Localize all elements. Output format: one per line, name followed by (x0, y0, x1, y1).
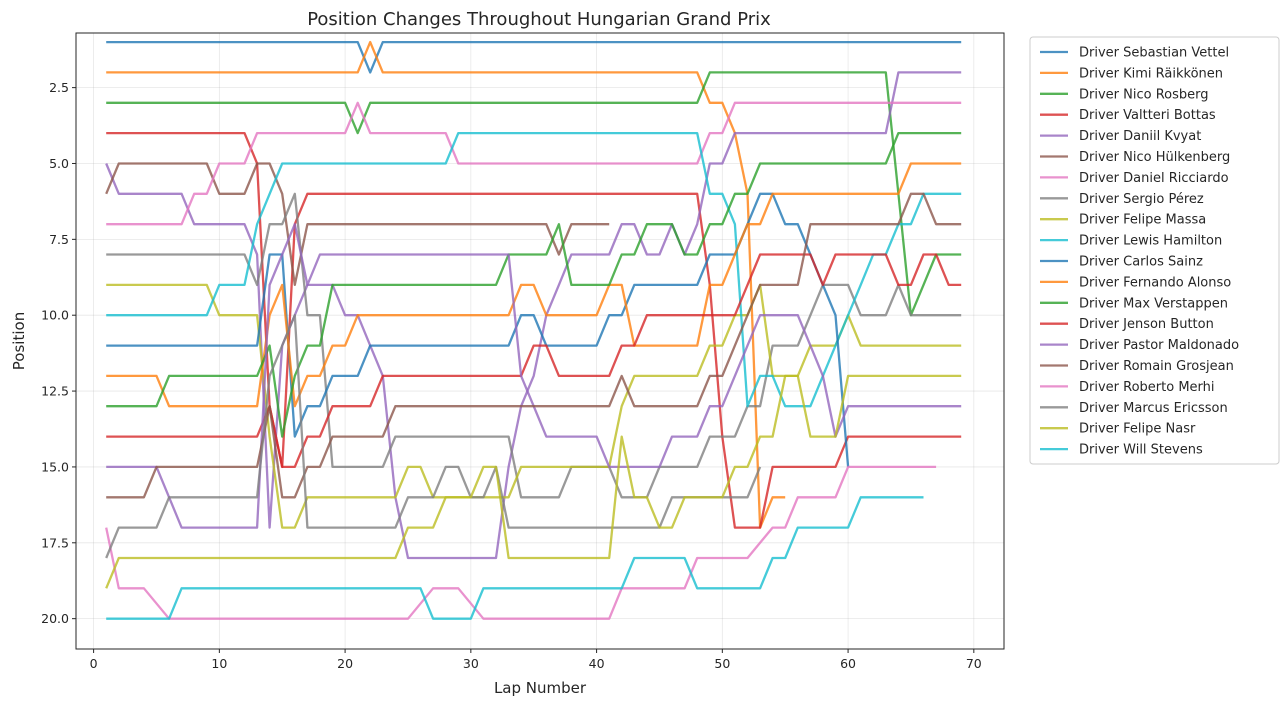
legend-entry: Driver Nico Hülkenberg (1040, 150, 1230, 165)
series-line (106, 162, 962, 408)
x-tick-label: 40 (589, 656, 605, 671)
x-axis-ticks: 0 10 20 30 40 50 60 70 (90, 649, 982, 671)
legend-entry: Driver Valtteri Bottas (1040, 108, 1216, 123)
y-axis-ticks: 2.5 5.0 7.5 10.0 12.5 15.0 17.5 20.0 (41, 80, 76, 626)
y-tick-label: 17.5 (41, 535, 69, 550)
series-line (106, 253, 962, 469)
legend-label: Driver Daniil Kvyat (1079, 129, 1201, 144)
chart-title: Position Changes Throughout Hungarian Gr… (307, 9, 771, 30)
series-line (106, 131, 962, 438)
x-tick-label: 70 (966, 656, 982, 671)
legend-entry: Driver Jenson Button (1040, 317, 1214, 332)
legend-label: Driver Nico Hülkenberg (1079, 150, 1230, 165)
series-lines (105, 40, 962, 620)
series-line (106, 192, 850, 467)
y-tick-label: 10.0 (41, 308, 69, 323)
x-tick-label: 10 (211, 656, 227, 671)
series-line (105, 314, 762, 559)
legend-label: Driver Sergio Pérez (1079, 192, 1204, 207)
legend-entry: Driver Felipe Nasr (1040, 422, 1196, 437)
legend-label: Driver Carlos Sainz (1079, 255, 1203, 270)
legend-label: Driver Kimi Räikkönen (1079, 66, 1223, 81)
legend-entry: Driver Sergio Pérez (1040, 192, 1204, 207)
x-axis-label: Lap Number (494, 679, 587, 697)
series-line (105, 71, 962, 560)
legend-label: Driver Max Verstappen (1079, 296, 1228, 311)
series-line (106, 496, 924, 620)
legend-label: Driver Daniel Ricciardo (1079, 171, 1229, 186)
x-tick-label: 0 (90, 656, 98, 671)
x-tick-label: 50 (714, 656, 730, 671)
legend-label: Driver Roberto Merhi (1079, 380, 1215, 395)
legend-entry: Driver Will Stevens (1040, 443, 1203, 458)
legend-entry: Driver Lewis Hamilton (1040, 234, 1222, 249)
x-tick-label: 20 (337, 656, 353, 671)
series-line (106, 131, 962, 529)
legend-label: Driver Marcus Ericsson (1079, 401, 1228, 416)
series-line (106, 223, 962, 529)
legend-label: Driver Lewis Hamilton (1079, 234, 1222, 249)
y-tick-label: 12.5 (41, 384, 69, 399)
legend-label: Driver Sebastian Vettel (1079, 46, 1229, 61)
legend-entry: Driver Marcus Ericsson (1040, 401, 1228, 416)
x-tick-label: 60 (840, 656, 856, 671)
legend-entry: Driver Daniil Kvyat (1040, 129, 1201, 144)
legend-entry: Driver Max Verstappen (1040, 296, 1228, 311)
y-axis-label: Position (10, 312, 28, 370)
legend-entry: Driver Daniel Ricciardo (1040, 171, 1229, 186)
y-tick-label: 15.0 (41, 459, 69, 474)
series-line (106, 131, 962, 408)
legend-entry: Driver Sebastian Vettel (1040, 46, 1229, 61)
series-line (106, 71, 962, 317)
legend-entry: Driver Pastor Maldonado (1040, 338, 1239, 353)
plot-frame (75, 32, 1005, 650)
series-line (106, 101, 962, 226)
legend-frame (1029, 36, 1280, 465)
legend-entry: Driver Carlos Sainz (1040, 255, 1203, 270)
legend-label: Driver Will Stevens (1079, 443, 1203, 458)
legend: Driver Sebastian Vettel Driver Kimi Räikk… (1029, 36, 1280, 465)
x-tick-label: 30 (463, 656, 479, 671)
legend-label: Driver Felipe Massa (1079, 213, 1206, 228)
series-line (106, 40, 962, 74)
series-line (105, 374, 962, 589)
legend-label: Driver Felipe Nasr (1079, 422, 1196, 437)
legend-label: Driver Valtteri Bottas (1079, 108, 1216, 123)
y-tick-label: 7.5 (49, 232, 69, 247)
legend-entry: Driver Roberto Merhi (1040, 380, 1215, 395)
legend-label: Driver Jenson Button (1079, 317, 1214, 332)
legend-entry: Driver Nico Rosberg (1040, 87, 1209, 102)
series-line (105, 465, 937, 620)
legend-entry: Driver Romain Grosjean (1040, 359, 1234, 374)
y-tick-label: 20.0 (41, 611, 69, 626)
y-tick-label: 2.5 (49, 80, 69, 95)
series-line (106, 192, 962, 499)
legend-label: Driver Fernando Alonso (1079, 275, 1231, 290)
y-tick-label: 5.0 (49, 156, 69, 171)
legend-label: Driver Romain Grosjean (1079, 359, 1234, 374)
legend-label: Driver Pastor Maldonado (1079, 338, 1239, 353)
legend-entry: Driver Felipe Massa (1040, 213, 1206, 228)
legend-entry: Driver Fernando Alonso (1040, 275, 1231, 290)
legend-entry: Driver Kimi Räikkönen (1040, 66, 1223, 81)
legend-label: Driver Nico Rosberg (1079, 87, 1209, 102)
